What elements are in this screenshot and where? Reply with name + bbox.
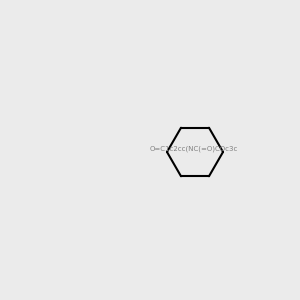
- Text: O=C1c2cc(NC(=O)COc3c: O=C1c2cc(NC(=O)COc3c: [150, 145, 238, 152]
